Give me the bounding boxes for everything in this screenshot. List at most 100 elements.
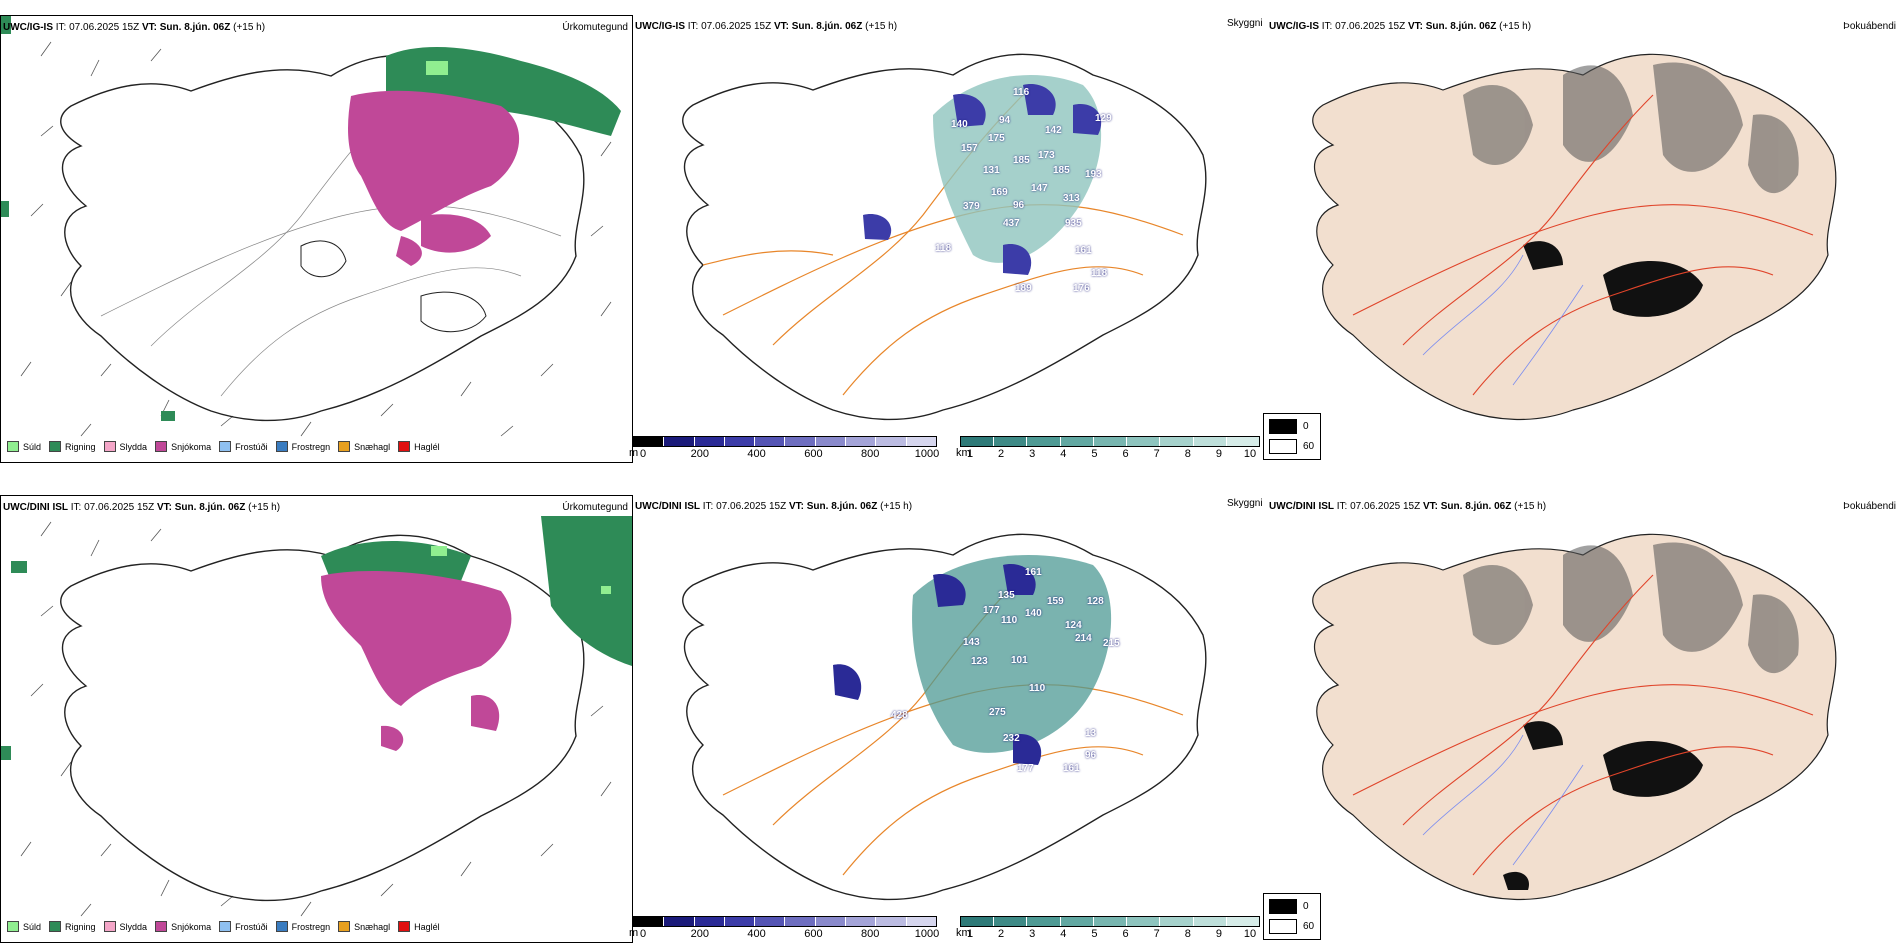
precip-amount-label: 379 <box>963 201 980 212</box>
colorbar-tick: 2 <box>998 928 1005 940</box>
legend-swatch <box>7 921 19 932</box>
legend-item: Snjókoma <box>155 441 211 452</box>
rain-area <box>1 16 621 421</box>
cloud-base-map-2 <box>682 533 1207 901</box>
legend-swatch <box>219 921 232 932</box>
colorbar-cell <box>846 917 877 926</box>
colorbar-cell <box>724 917 756 926</box>
fog-legend-1: 0 60 <box>1263 413 1321 460</box>
legend-swatch <box>7 441 19 452</box>
legend-item: Frostregn <box>275 441 330 452</box>
colorbar-unit: m <box>629 927 639 939</box>
legend-label: Snæhagl <box>354 441 391 452</box>
fog-panel-1: UWC/IG-IS IT: 07.06.2025 15Z VT: Sun. 8.… <box>1263 15 1900 463</box>
legend-swatch <box>338 921 351 932</box>
fog-title-2: Þokuábendi <box>1843 501 1896 512</box>
fog-legend-row: 60 <box>1269 439 1315 454</box>
precip-amount-label: 313 <box>1063 193 1080 204</box>
colorbar-cell <box>634 437 665 446</box>
precip-amount-label: 177 <box>983 605 1000 616</box>
colorbar-cell <box>785 917 816 926</box>
colorbar-cell <box>694 917 725 926</box>
colorbar-tick: 7 <box>1153 448 1160 460</box>
colorbar-tick: 6 <box>1122 928 1129 940</box>
fog-legend-label: 60 <box>1303 921 1315 932</box>
fog-legend-swatch <box>1269 919 1297 934</box>
precip-amount-label: 116 <box>1013 87 1030 98</box>
roads <box>1352 94 1814 396</box>
colorbar-km-2: 1 2 3 4 5 6 7 8 9 10 km <box>956 916 1260 940</box>
precip-amount-label: 140 <box>951 119 968 130</box>
colorbar-cell <box>755 917 786 926</box>
fog-legend-label: 0 <box>1303 901 1309 912</box>
fog-legend-row: 0 <box>1269 899 1315 914</box>
iceland-outline <box>682 53 1207 421</box>
colorbar-tick: 5 <box>1091 448 1098 460</box>
colorbar-cells <box>960 916 1260 927</box>
rivers <box>1422 734 1584 866</box>
precip-amount-label: 131 <box>983 165 1000 176</box>
colorbar-cell <box>1160 437 1194 446</box>
colorbar-tick: 0 <box>639 448 647 460</box>
legend-item: Slydda <box>103 441 147 452</box>
cloud-base-title-1: Skyggni <box>1227 18 1263 29</box>
colorbar-tick: 200 <box>690 928 709 940</box>
fog-legend-2: 0 60 <box>1263 893 1321 940</box>
legend-label: Frostregn <box>291 921 331 932</box>
colorbar-cell <box>815 437 847 446</box>
legend-swatch <box>398 441 411 452</box>
colorbar-ticks: 1 2 3 4 5 6 7 8 9 10 <box>967 927 1256 940</box>
legend-label: Frostúði <box>235 921 268 932</box>
legend-item: Haglél <box>398 441 440 452</box>
colorbar-cell <box>961 437 995 446</box>
precip-amount-label: 177 <box>1017 763 1034 774</box>
snow-area <box>348 90 520 266</box>
precip-type-map-2 <box>1 516 632 917</box>
precip-amount-label: 96 <box>1085 750 1097 761</box>
precip-amount-label: 161 <box>1063 763 1080 774</box>
fog-legend-swatch <box>1269 899 1297 914</box>
colorbar-tick: 7 <box>1153 928 1160 940</box>
precip-amount-label: 142 <box>1045 125 1062 136</box>
iceland-outline <box>682 533 1207 901</box>
colorbar-unit: km <box>956 927 971 939</box>
roads <box>1352 574 1814 876</box>
precip-amount-label: 232 <box>1003 733 1020 744</box>
precip-amount-label: 143 <box>963 637 980 648</box>
legend-item: Rigning <box>49 921 96 932</box>
precip-type-title-2: Úrkomutegund <box>562 502 628 513</box>
iceland-outline <box>60 534 585 902</box>
glacier-fog <box>1523 241 1703 317</box>
legend-label: Súld <box>23 441 42 452</box>
precip-amount-label: 175 <box>988 133 1005 144</box>
colorbar-cell <box>846 437 877 446</box>
legend-swatch <box>103 441 116 452</box>
colorbar-tick: 5 <box>1091 928 1098 940</box>
precip-amount-label: 275 <box>989 707 1006 718</box>
legend-label: Slydda <box>119 921 148 932</box>
legend-swatch <box>49 441 62 452</box>
colorbar-ticks: 0 200 400 600 800 1000 <box>639 447 939 460</box>
cloud-base-map-1 <box>682 53 1207 421</box>
precip-amount-label: 428 <box>891 710 908 721</box>
legend-item: Súld <box>7 441 41 452</box>
legend-swatch <box>275 921 288 932</box>
precip-amount-label: 176 <box>1073 283 1090 294</box>
colorbar-cell <box>994 437 1028 446</box>
legend-label: Haglél <box>414 441 440 452</box>
colorbar-cell <box>994 917 1028 926</box>
colorbar-cells <box>633 436 937 447</box>
fog-legend-row: 0 <box>1269 419 1315 434</box>
fog-map-1 <box>1312 53 1837 421</box>
legend-swatch <box>275 441 288 452</box>
cloud-blue <box>863 84 1102 275</box>
precip-legend-1: Súld Rigning Slydda Snjókoma Frostúði Frostre… <box>7 441 440 452</box>
precip-type-map-1 <box>1 16 621 437</box>
legend-swatch <box>103 921 116 932</box>
legend-label: Haglél <box>414 921 440 932</box>
precip-amount-label: 128 <box>1087 596 1104 607</box>
fog-legend-swatch <box>1269 419 1297 434</box>
colorbar-tick: 10 <box>1243 448 1257 460</box>
legend-label: Snæhagl <box>354 921 391 932</box>
legend-item: Snæhagl <box>338 921 390 932</box>
